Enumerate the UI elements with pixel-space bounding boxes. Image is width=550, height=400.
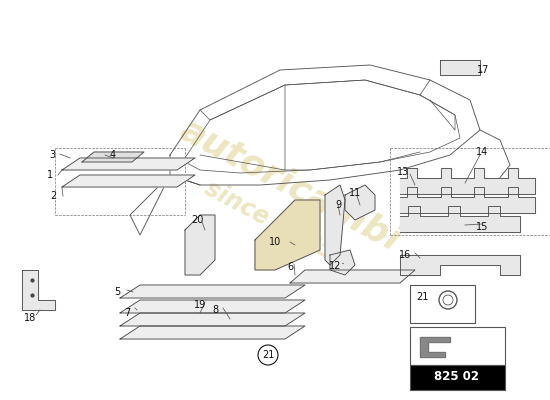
FancyBboxPatch shape bbox=[410, 285, 475, 323]
Polygon shape bbox=[120, 300, 305, 313]
Text: 1: 1 bbox=[47, 170, 53, 180]
Polygon shape bbox=[185, 215, 215, 275]
Text: 5: 5 bbox=[114, 287, 120, 297]
Text: 13: 13 bbox=[397, 167, 409, 177]
Text: 21: 21 bbox=[416, 292, 428, 302]
Polygon shape bbox=[400, 255, 520, 275]
Polygon shape bbox=[62, 158, 195, 170]
Text: 7: 7 bbox=[124, 308, 130, 318]
Text: 19: 19 bbox=[194, 300, 206, 310]
Text: since 1985: since 1985 bbox=[201, 176, 339, 264]
Polygon shape bbox=[420, 337, 450, 357]
FancyBboxPatch shape bbox=[410, 365, 505, 390]
FancyBboxPatch shape bbox=[410, 327, 505, 365]
Text: 10: 10 bbox=[269, 237, 281, 247]
Text: 21: 21 bbox=[262, 350, 274, 360]
Text: 17: 17 bbox=[477, 65, 489, 75]
Polygon shape bbox=[120, 313, 305, 326]
Polygon shape bbox=[22, 270, 55, 310]
Text: 18: 18 bbox=[24, 313, 36, 323]
Polygon shape bbox=[120, 326, 305, 339]
Polygon shape bbox=[62, 175, 195, 187]
Text: 3: 3 bbox=[49, 150, 55, 160]
Text: 12: 12 bbox=[329, 261, 341, 271]
Text: autoricambi: autoricambi bbox=[174, 113, 406, 257]
Text: 8: 8 bbox=[212, 305, 218, 315]
Polygon shape bbox=[345, 185, 375, 220]
Polygon shape bbox=[290, 270, 415, 283]
Text: 11: 11 bbox=[349, 188, 361, 198]
Text: 825 02: 825 02 bbox=[434, 370, 480, 384]
Text: 16: 16 bbox=[399, 250, 411, 260]
Text: 14: 14 bbox=[476, 147, 488, 157]
Polygon shape bbox=[255, 200, 320, 270]
Polygon shape bbox=[400, 206, 520, 232]
Text: 15: 15 bbox=[476, 222, 488, 232]
Text: 2: 2 bbox=[50, 191, 56, 201]
Polygon shape bbox=[440, 60, 480, 75]
Polygon shape bbox=[325, 185, 345, 265]
Polygon shape bbox=[330, 250, 355, 275]
Text: 6: 6 bbox=[287, 262, 293, 272]
Text: 4: 4 bbox=[110, 150, 116, 160]
Text: 20: 20 bbox=[191, 215, 203, 225]
Polygon shape bbox=[400, 168, 535, 194]
Text: 9: 9 bbox=[335, 200, 341, 210]
Polygon shape bbox=[120, 285, 305, 298]
Polygon shape bbox=[82, 152, 144, 162]
Polygon shape bbox=[400, 187, 535, 213]
